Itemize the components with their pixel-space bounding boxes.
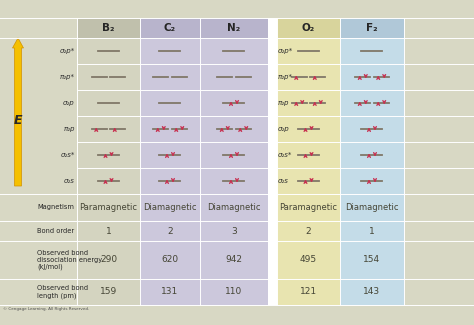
Bar: [200, 18, 268, 38]
Text: σ₂p*: σ₂p*: [60, 48, 75, 54]
Text: 159: 159: [100, 288, 117, 296]
Text: 495: 495: [300, 255, 317, 265]
Bar: [340, 18, 404, 305]
Text: σ₂p: σ₂p: [63, 100, 75, 106]
Text: 2: 2: [306, 227, 311, 236]
Text: 942: 942: [226, 255, 243, 265]
Text: 143: 143: [364, 288, 381, 296]
FancyArrow shape: [12, 38, 24, 186]
Text: π₂p*: π₂p*: [278, 74, 293, 80]
Text: π₂p: π₂p: [278, 100, 290, 106]
Text: Observed bond
length (pm): Observed bond length (pm): [37, 285, 88, 299]
Text: 2: 2: [167, 227, 173, 236]
Text: σ₂p*: σ₂p*: [278, 48, 293, 54]
Bar: [340, 18, 404, 38]
Text: 620: 620: [162, 255, 179, 265]
Text: π₂p: π₂p: [64, 126, 75, 132]
Bar: [268, 18, 277, 305]
Bar: [140, 18, 200, 38]
Text: σ₂p: σ₂p: [278, 126, 290, 132]
Text: σ₂s*: σ₂s*: [278, 152, 292, 158]
Text: 3: 3: [231, 227, 237, 236]
Text: Bond order: Bond order: [37, 228, 74, 234]
Text: Diamagnetic: Diamagnetic: [345, 203, 399, 212]
Text: 1: 1: [369, 227, 375, 236]
Bar: [200, 18, 268, 305]
Text: 1: 1: [106, 227, 111, 236]
Bar: [277, 18, 340, 305]
Text: Diamagnetic: Diamagnetic: [143, 203, 197, 212]
Text: B₂: B₂: [102, 23, 115, 33]
Bar: [140, 18, 200, 305]
Text: 110: 110: [225, 288, 243, 296]
Text: σ₂s*: σ₂s*: [61, 152, 75, 158]
Text: © Cengage Learning. All Rights Reserved.: © Cengage Learning. All Rights Reserved.: [3, 307, 89, 311]
Text: Observed bond
dissociation energy
(kJ/mol): Observed bond dissociation energy (kJ/mo…: [37, 250, 102, 270]
Text: C₂: C₂: [164, 23, 176, 33]
Text: π₂p*: π₂p*: [60, 74, 75, 80]
Text: O₂: O₂: [302, 23, 315, 33]
Text: 121: 121: [300, 288, 317, 296]
Bar: [77, 18, 140, 305]
Text: Paramagnetic: Paramagnetic: [280, 203, 337, 212]
Text: N₂: N₂: [228, 23, 241, 33]
Text: Magnetism: Magnetism: [37, 204, 74, 211]
Text: 154: 154: [364, 255, 381, 265]
Bar: [77, 18, 140, 38]
Text: E: E: [14, 114, 22, 127]
Text: Diamagnetic: Diamagnetic: [207, 203, 261, 212]
Text: σ₂s: σ₂s: [278, 178, 289, 184]
Text: Paramagnetic: Paramagnetic: [80, 203, 137, 212]
Text: F₂: F₂: [366, 23, 378, 33]
Text: 290: 290: [100, 255, 117, 265]
Bar: [277, 18, 340, 38]
Text: σ₂s: σ₂s: [64, 178, 75, 184]
Text: 131: 131: [161, 288, 179, 296]
